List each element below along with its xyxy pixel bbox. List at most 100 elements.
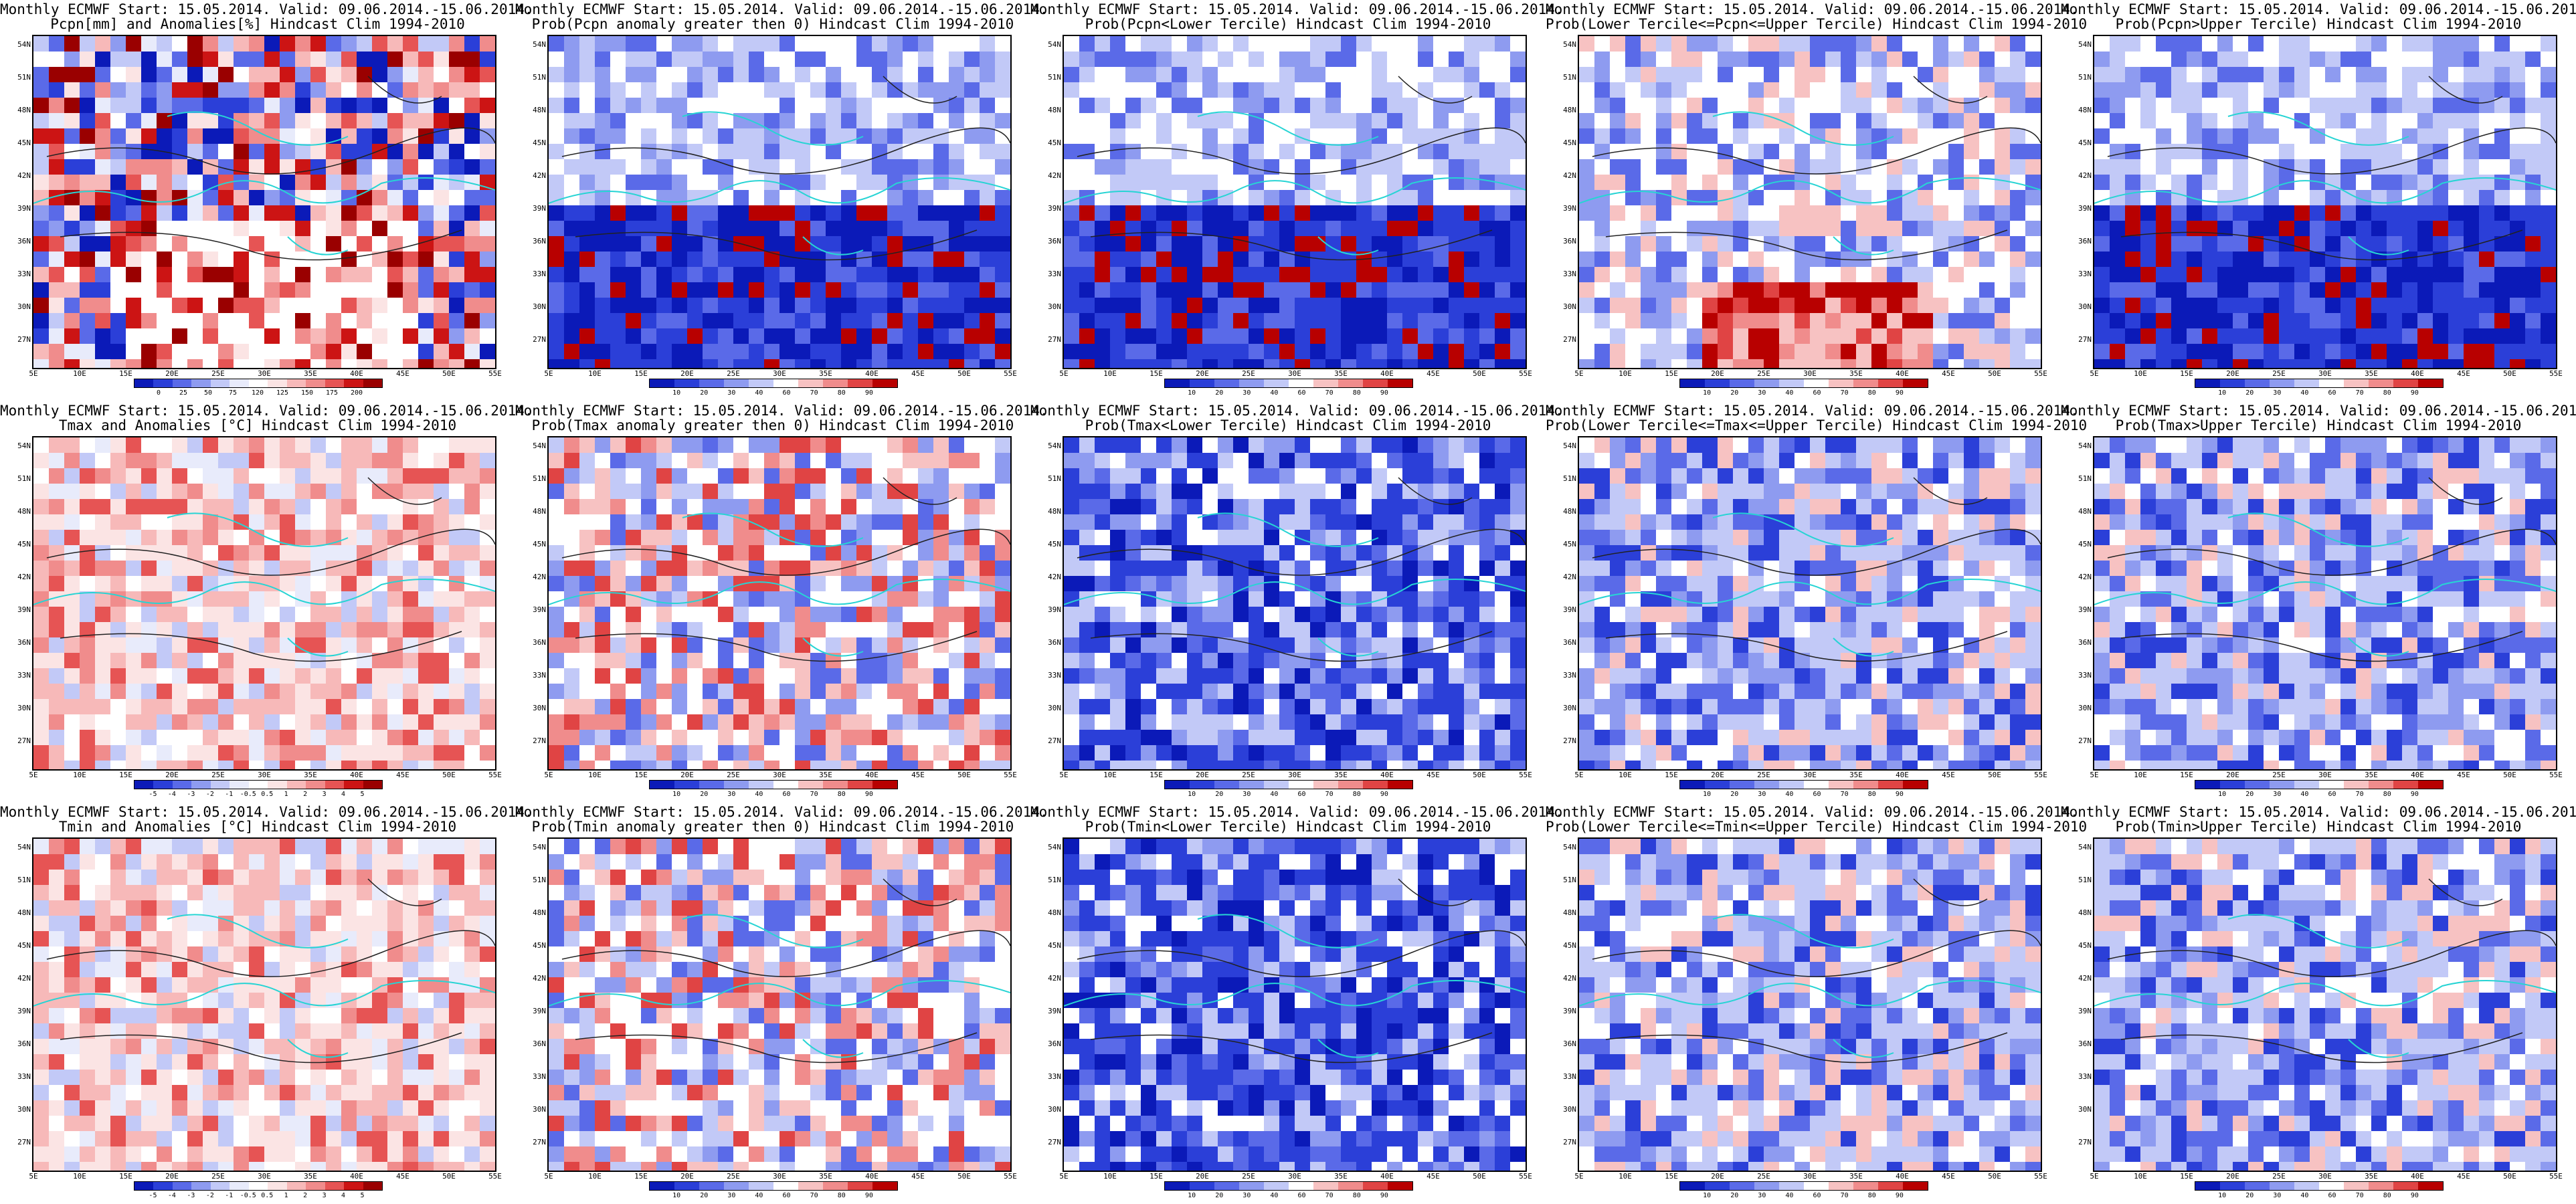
colorbar-swatch (1779, 379, 1804, 387)
latitude-label: 30N (1563, 302, 1576, 311)
colorbar-tick-label: -3 (187, 1192, 195, 1199)
longitude-label: 15E (119, 771, 132, 779)
colorbar-swatch (1239, 781, 1264, 789)
colorbar-tick-label: 70 (1840, 389, 1849, 397)
colorbar-swatch (650, 781, 674, 789)
panel-title-line2: Prob(Pcpn>Upper Tercile) Hindcast Clim 1… (2115, 16, 2522, 32)
latitude-label: 45N (17, 941, 31, 950)
colorbar-swatch (172, 379, 192, 387)
colorbar-swatch (2418, 781, 2443, 789)
longitude-label: 55E (488, 369, 502, 378)
colorbar-tick-label: 70 (1325, 1192, 1333, 1199)
colorbar-swatch (134, 1182, 154, 1190)
colorbar-swatch (1363, 781, 1388, 789)
colorbar-tick-label: 90 (864, 389, 873, 397)
colorbar-swatch (650, 379, 674, 387)
latitude-label: 48N (2078, 507, 2092, 516)
colorbar-tick-label: 90 (1895, 791, 1904, 798)
latitude-label: 54N (2078, 40, 2092, 49)
longitude-label: 50E (1473, 1172, 1486, 1181)
longitude-label: 5E (544, 369, 553, 378)
latitude-label: 39N (533, 1007, 546, 1015)
colorbar-swatch (2344, 781, 2369, 789)
colorbar-swatch (1903, 781, 1928, 789)
panel-title-line2: Prob(Tmin anomaly greater then 0) Hindca… (531, 819, 1014, 835)
panel-title-line2: Prob(Tmax>Upper Tercile) Hindcast Clim 1… (2115, 417, 2522, 433)
colorbar-swatch (872, 1182, 897, 1190)
latitude-label: 27N (1048, 335, 1061, 344)
panel-title-line1: Monthly ECMWF Start: 15.05.2014. Valid: … (1030, 1, 1564, 17)
colorbar (1679, 1181, 1928, 1191)
colorbar-swatch (1878, 379, 1903, 387)
colorbar-swatch (1779, 781, 1804, 789)
colorbar-swatch (210, 1182, 230, 1190)
colorbar-tick-label: 3 (322, 1192, 327, 1199)
map-area (1063, 436, 1527, 771)
map-field (2094, 437, 2556, 769)
colorbar-tick-label: 60 (2328, 389, 2336, 397)
colorbar-swatch (1730, 1182, 1754, 1190)
latitude-label: 42N (2078, 974, 2092, 983)
latitude-label: 39N (1048, 1007, 1061, 1015)
map-area (2093, 436, 2557, 771)
latitude-label: 30N (533, 1105, 546, 1114)
longitude-label: 25E (1242, 369, 1255, 378)
colorbar-tick-label: 60 (782, 389, 791, 397)
colorbar-swatch (1313, 379, 1338, 387)
longitude-label: 50E (957, 369, 971, 378)
longitude-label: 15E (2180, 771, 2193, 779)
panel-title-line1: Monthly ECMWF Start: 15.05.2014. Valid: … (1030, 804, 1564, 820)
colorbar-tick-label: 60 (1297, 1192, 1306, 1199)
colorbar-swatch (268, 781, 287, 789)
map-field (33, 437, 495, 769)
longitude-label: 5E (1574, 369, 1584, 378)
map-field (33, 839, 495, 1171)
latitude-label: 42N (17, 974, 31, 983)
colorbar-swatch (1239, 1182, 1264, 1190)
colorbar-tick-label: 30 (1758, 389, 1766, 397)
latitude-label: 51N (1563, 876, 1576, 884)
latitude-label: 36N (1563, 237, 1576, 245)
colorbar-swatch (1214, 1182, 1239, 1190)
latitude-label: 45N (2078, 138, 2092, 147)
colorbar-swatch (1264, 781, 1289, 789)
map-area (547, 35, 1012, 369)
longitude-label: 25E (2272, 1172, 2286, 1181)
colorbar-swatch (1165, 781, 1190, 789)
colorbar-tick-label: 10 (1703, 1192, 1712, 1199)
longitude-label: 20E (680, 1172, 694, 1181)
colorbar-tick-label: 10 (672, 791, 681, 798)
longitude-label: 50E (1473, 369, 1486, 378)
longitude-label: 45E (2457, 369, 2470, 378)
panel-title-line2: Prob(Lower Tercile<=Tmin<=Upper Tercile)… (1546, 819, 2088, 835)
longitude-label: 25E (1757, 771, 1770, 779)
latitude-label: 39N (17, 1007, 31, 1015)
colorbar-tick-label: 60 (782, 791, 791, 798)
longitude-label: 35E (304, 771, 317, 779)
colorbar-swatch (848, 379, 872, 387)
longitude-label: 20E (165, 1172, 179, 1181)
longitude-label: 55E (2549, 1172, 2563, 1181)
colorbar-tick-label: 20 (2245, 791, 2254, 798)
colorbar-swatch (1853, 781, 1878, 789)
latitude-label: 42N (17, 573, 31, 581)
latitude-label: 42N (533, 171, 546, 180)
colorbar-tick-label: 0.5 (261, 1192, 274, 1199)
colorbar (1679, 780, 1928, 789)
colorbar-swatch (306, 379, 325, 387)
latitude-label: 30N (2078, 302, 2092, 311)
latitude-label: 54N (533, 843, 546, 851)
longitude-label: 40E (2411, 1172, 2424, 1181)
colorbar-swatch (1829, 781, 1853, 789)
forecast-panel: Monthly ECMWF Start: 15.05.2014. Valid: … (2061, 803, 2576, 1204)
colorbar-tick-label: 90 (2410, 1192, 2419, 1199)
latitude-label: 27N (533, 1138, 546, 1146)
longitude-label: 20E (680, 369, 694, 378)
colorbar-swatch (2319, 781, 2344, 789)
colorbar-tick-label: 80 (1867, 389, 1876, 397)
colorbar-tick-label: 20 (1730, 1192, 1739, 1199)
panel-title-line2: Prob(Tmax<Lower Tercile) Hindcast Clim 1… (1085, 417, 1491, 433)
longitude-label: 15E (1149, 369, 1163, 378)
longitude-label: 55E (1004, 771, 1017, 779)
